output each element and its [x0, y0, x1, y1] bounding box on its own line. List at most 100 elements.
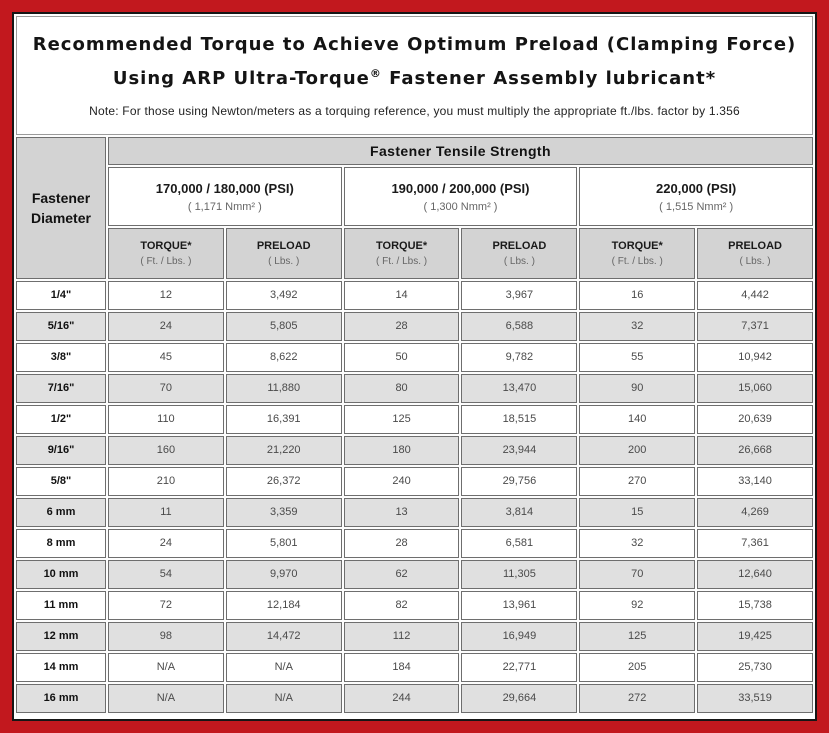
cell: 72 — [108, 590, 224, 620]
cell: 272 — [579, 683, 696, 713]
cell: 25,730 — [697, 652, 813, 682]
cell: 11 — [108, 497, 224, 527]
cell: 26,668 — [697, 435, 813, 465]
cell: N/A — [108, 683, 224, 713]
cell: 7,361 — [697, 528, 813, 558]
cell: 5,805 — [225, 311, 342, 341]
cell: 12,184 — [225, 590, 342, 620]
cell: 18,515 — [461, 404, 578, 434]
title-line2-suffix: Fastener Assembly lubricant* — [381, 68, 717, 89]
cell: 210 — [108, 466, 224, 496]
cell: 240 — [343, 466, 460, 496]
cell: 14,472 — [225, 621, 342, 651]
cell: N/A — [225, 652, 342, 682]
row-label: 12 mm — [16, 621, 106, 651]
row-label: 8 mm — [16, 528, 106, 558]
cell: 16,391 — [225, 404, 342, 434]
cell: 3,814 — [461, 497, 578, 527]
cell: 45 — [108, 342, 224, 372]
table-row: 3/8" 45 8,622 50 9,782 55 10,942 — [16, 342, 813, 372]
cell: 6,588 — [461, 311, 578, 341]
table-row: 10 mm 54 9,970 62 11,305 70 12,640 — [16, 559, 813, 589]
row-label: 3/8" — [16, 342, 106, 372]
table-row: 5/16" 24 5,805 28 6,588 32 7,371 — [16, 311, 813, 341]
title-box: Recommended Torque to Achieve Optimum Pr… — [16, 16, 813, 135]
cell: 22,771 — [461, 652, 578, 682]
cell: 16 — [579, 280, 696, 310]
cell: 8,622 — [225, 342, 342, 372]
cell: 6,581 — [461, 528, 578, 558]
cell: 184 — [343, 652, 460, 682]
cell: 3,492 — [225, 280, 342, 310]
cell: 24 — [108, 528, 224, 558]
cell: N/A — [108, 652, 224, 682]
table-row: 6 mm 11 3,359 13 3,814 15 4,269 — [16, 497, 813, 527]
row-label: 7/16" — [16, 373, 106, 403]
cell: 5,801 — [225, 528, 342, 558]
torque-header-3: TORQUE* ( Ft. / Lbs. ) — [579, 228, 696, 279]
table-row: 7/16" 70 11,880 80 13,470 90 15,060 — [16, 373, 813, 403]
fastener-tensile-strength-header: Fastener Tensile Strength — [108, 137, 813, 165]
cell: 10,942 — [697, 342, 813, 372]
column-header-row: TORQUE* ( Ft. / Lbs. ) PRELOAD ( Lbs. ) … — [16, 228, 813, 279]
table-row: 1/2" 110 16,391 125 18,515 140 20,639 — [16, 404, 813, 434]
preload-header-1: PRELOAD ( Lbs. ) — [225, 228, 342, 279]
cell: 112 — [343, 621, 460, 651]
cell: 16,949 — [461, 621, 578, 651]
torque-header-1: TORQUE* ( Ft. / Lbs. ) — [108, 228, 224, 279]
cell: 12 — [108, 280, 224, 310]
cell: 92 — [579, 590, 696, 620]
cell: 32 — [579, 528, 696, 558]
cell: 15,060 — [697, 373, 813, 403]
cell: 29,664 — [461, 683, 578, 713]
cell: 9,970 — [225, 559, 342, 589]
registered-mark: ® — [369, 67, 382, 80]
row-label: 5/8" — [16, 466, 106, 496]
tensile-header-row: Fastener Diameter Fastener Tensile Stren… — [16, 137, 813, 279]
cell: 15 — [579, 497, 696, 527]
cell: 244 — [343, 683, 460, 713]
cell: 13,961 — [461, 590, 578, 620]
cell: 140 — [579, 404, 696, 434]
psi-group-3-nmm: ( 1,515 Nmm² ) — [659, 200, 734, 213]
table-row: 5/8" 210 26,372 240 29,756 270 33,140 — [16, 466, 813, 496]
document-frame: Recommended Torque to Achieve Optimum Pr… — [12, 12, 817, 721]
row-label: 6 mm — [16, 497, 106, 527]
cell: 90 — [579, 373, 696, 403]
cell: 15,738 — [697, 590, 813, 620]
cell: 28 — [343, 528, 460, 558]
cell: 20,639 — [697, 404, 813, 434]
preload-header-2: PRELOAD ( Lbs. ) — [461, 228, 578, 279]
cell: 4,269 — [697, 497, 813, 527]
cell: 50 — [343, 342, 460, 372]
row-label: 1/4" — [16, 280, 106, 310]
cell: 82 — [343, 590, 460, 620]
cell: 13,470 — [461, 373, 578, 403]
cell: 33,140 — [697, 466, 813, 496]
cell: 11,880 — [225, 373, 342, 403]
cell: 205 — [579, 652, 696, 682]
note-text: Note: For those using Newton/meters as a… — [89, 104, 740, 118]
page-title: Recommended Torque to Achieve Optimum Pr… — [17, 30, 812, 93]
cell: N/A — [225, 683, 342, 713]
row-label: 1/2" — [16, 404, 106, 434]
cell: 13 — [343, 497, 460, 527]
table-row: 1/4" 12 3,492 14 3,967 16 4,442 — [16, 280, 813, 310]
cell: 70 — [579, 559, 696, 589]
cell: 125 — [579, 621, 696, 651]
row-label: 9/16" — [16, 435, 106, 465]
psi-group-2-label: 190,000 / 200,000 (PSI) — [391, 180, 530, 196]
cell: 110 — [108, 404, 224, 434]
cell: 9,782 — [461, 342, 578, 372]
torque-table: Fastener Diameter Fastener Tensile Stren… — [14, 135, 815, 715]
psi-group-2: 190,000 / 200,000 (PSI) ( 1,300 Nmm² ) — [343, 166, 578, 227]
cell: 160 — [108, 435, 224, 465]
cell: 200 — [579, 435, 696, 465]
psi-group-3: 220,000 (PSI) ( 1,515 Nmm² ) — [579, 166, 813, 227]
table-row: 8 mm 24 5,801 28 6,581 32 7,361 — [16, 528, 813, 558]
row-label: 14 mm — [16, 652, 106, 682]
row-label: 11 mm — [16, 590, 106, 620]
fastener-diameter-header: Fastener Diameter — [16, 137, 106, 279]
cell: 7,371 — [697, 311, 813, 341]
title-line2: Using ARP Ultra-Torque — [112, 68, 370, 89]
